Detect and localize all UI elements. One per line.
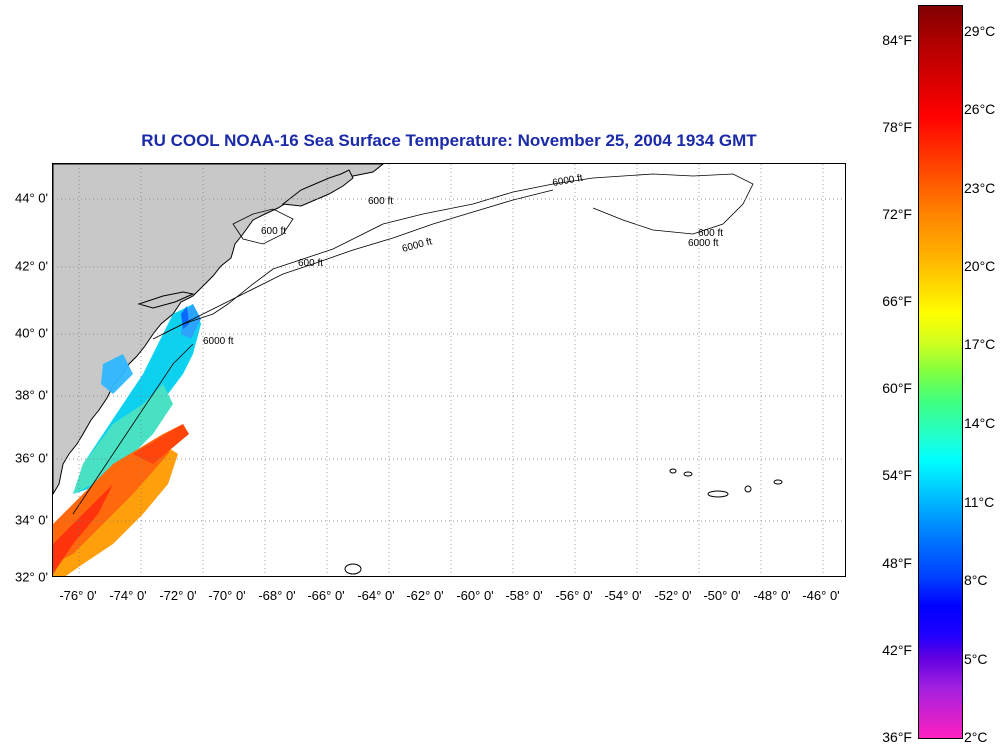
lon-label: -60° 0' bbox=[456, 588, 494, 603]
colorbar-c-label: 23°C bbox=[964, 180, 996, 196]
colorbar-c-label: 5°C bbox=[964, 651, 988, 667]
colorbar-f-label: 54°F bbox=[882, 467, 912, 483]
lat-label: 42° 0' bbox=[15, 258, 48, 274]
lon-label: -58° 0' bbox=[505, 588, 543, 603]
contour-label: 600 ft bbox=[261, 226, 286, 237]
lon-label: -68° 0' bbox=[258, 588, 296, 603]
colorbar-f-label: 84°F bbox=[882, 32, 912, 48]
colorbar-f-label: 66°F bbox=[882, 293, 912, 309]
map-canvas: 6000 ft 6000 ft 6000 ft 6000 ft 600 ft 6… bbox=[53, 164, 845, 576]
contour-label: 600 ft bbox=[298, 258, 323, 269]
lat-label: 44° 0' bbox=[15, 190, 48, 206]
colorbar-c-label: 20°C bbox=[964, 258, 996, 274]
grid-lines bbox=[53, 164, 845, 576]
lon-label: -66° 0' bbox=[307, 588, 345, 603]
lon-label: -52° 0' bbox=[654, 588, 692, 603]
colorbar-f-label: 72°F bbox=[882, 206, 912, 222]
colorbar-f-label: 36°F bbox=[882, 729, 912, 745]
colorbar-c-label: 11°C bbox=[964, 494, 995, 510]
colorbar-c-label: 26°C bbox=[964, 101, 996, 117]
colorbar-c-label: 8°C bbox=[964, 572, 988, 588]
colorbar-f-label: 60°F bbox=[882, 380, 912, 396]
colorbar-c-label: 2°C bbox=[964, 729, 988, 745]
map-title: RU COOL NOAA-16 Sea Surface Temperature:… bbox=[141, 131, 757, 150]
contour-label: 6000 ft bbox=[552, 173, 584, 189]
lon-label: -76° 0' bbox=[59, 588, 97, 603]
sst-swath bbox=[53, 304, 201, 576]
contour-label: 6000 ft bbox=[688, 238, 719, 249]
islands bbox=[344, 468, 783, 575]
colorbar-f-label: 78°F bbox=[882, 119, 912, 135]
lon-label: -72° 0' bbox=[159, 588, 197, 603]
contour-label: 6000 ft bbox=[401, 236, 434, 255]
colorbar-c-label: 14°C bbox=[964, 415, 996, 431]
colorbar-c-label: 17°C bbox=[964, 336, 996, 352]
contour-label: 600 ft bbox=[368, 196, 393, 207]
land-long-island bbox=[137, 291, 195, 309]
colorbar-f-label: 42°F bbox=[882, 642, 912, 658]
lon-label: -74° 0' bbox=[109, 588, 147, 603]
lon-label: -64° 0' bbox=[357, 588, 395, 603]
contour-label: 600 ft bbox=[698, 228, 723, 239]
sst-map[interactable]: 6000 ft 6000 ft 6000 ft 6000 ft 600 ft 6… bbox=[52, 163, 846, 577]
lat-label: 32° 0' bbox=[15, 569, 48, 585]
lat-label: 34° 0' bbox=[15, 512, 48, 528]
colorbar-c-label: 29°C bbox=[964, 23, 996, 39]
lat-label: 40° 0' bbox=[15, 325, 48, 341]
colorbar-f-label: 48°F bbox=[882, 555, 912, 571]
lat-label: 36° 0' bbox=[15, 450, 48, 466]
lat-label: 38° 0' bbox=[15, 387, 48, 403]
contour-label: 6000 ft bbox=[203, 336, 234, 347]
lon-label: -56° 0' bbox=[555, 588, 593, 603]
lon-label: -70° 0' bbox=[208, 588, 246, 603]
lon-label: -50° 0' bbox=[703, 588, 741, 603]
lon-label: -54° 0' bbox=[604, 588, 642, 603]
land-nova-scotia bbox=[281, 169, 354, 207]
lon-label: -48° 0' bbox=[753, 588, 791, 603]
lon-label: -62° 0' bbox=[406, 588, 444, 603]
lon-label: -46° 0' bbox=[802, 588, 840, 603]
temperature-colorbar bbox=[918, 5, 963, 739]
